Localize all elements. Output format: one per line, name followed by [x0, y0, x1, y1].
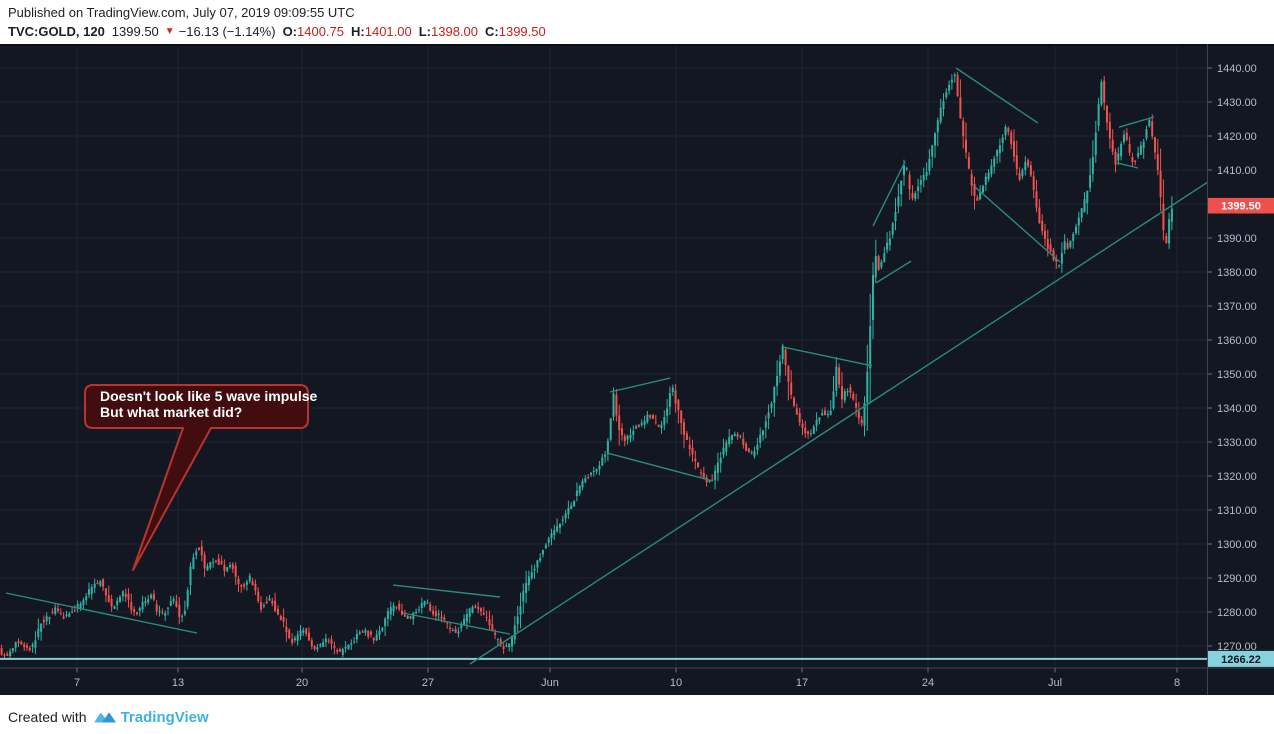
open-label: O:: [282, 24, 298, 39]
footer: Created with TradingView: [0, 700, 1274, 734]
low-value: 1398.00: [431, 24, 479, 39]
time-axis-label: 24: [922, 677, 934, 689]
price-axis-label: 1340.00: [1217, 403, 1257, 415]
trendline[interactable]: [974, 186, 1061, 263]
time-axis-label: Jul: [1048, 677, 1062, 689]
callout-annotation[interactable]: Doesn't look like 5 wave impulse But wha…: [84, 384, 318, 571]
price-chart-pane[interactable]: Doesn't look like 5 wave impulse But wha…: [0, 44, 1274, 695]
price-axis-label: 1440.00: [1217, 63, 1257, 75]
price-axis-label: 1410.00: [1217, 165, 1257, 177]
chart-background: [0, 44, 1274, 695]
trendline[interactable]: [606, 452, 714, 482]
trendline-drawings[interactable]: [5, 67, 1209, 665]
created-with-label: Created with: [8, 709, 87, 725]
down-triangle-icon: ▼: [164, 26, 175, 37]
price-axis-label: 1290.00: [1217, 573, 1257, 585]
header: Published on TradingView.com, July 07, 2…: [0, 0, 1274, 44]
chart-top-border: [0, 44, 1274, 46]
price-scale[interactable]: 1440.00 1430.00 1420.00 1410.00 1390.00 1380.…: [1207, 44, 1257, 695]
time-axis-label: 20: [296, 677, 308, 689]
time-axis-label: 13: [172, 677, 184, 689]
price-axis-label: 1280.00: [1217, 607, 1257, 619]
price-change: −16.13 (−1.14%): [178, 24, 276, 39]
time-axis-label: 17: [796, 677, 808, 689]
last-price-badge-text: 1399.50: [1221, 201, 1261, 213]
price-axis-label: 1320.00: [1217, 471, 1257, 483]
time-axis-label: 27: [422, 677, 434, 689]
level-price-badge: [1208, 650, 1274, 667]
callout-text-line1: Doesn't look like 5 wave impulse: [100, 388, 318, 404]
open-value: 1400.75: [297, 24, 345, 39]
price-axis-label: 1350.00: [1217, 369, 1257, 381]
time-scale[interactable]: 7 13 20 27 Jun 10 17 24 Jul 8: [0, 667, 1274, 695]
price-axis-label: 1420.00: [1217, 131, 1257, 143]
price-axis-label: 1380.00: [1217, 267, 1257, 279]
price-axis-label: 1370.00: [1217, 301, 1257, 313]
last-price-badge: [1208, 197, 1274, 214]
legend-last-price: 1399.50: [111, 24, 159, 39]
trendline[interactable]: [1116, 162, 1139, 169]
callout-text-line2: But what market did?: [100, 404, 242, 420]
trendline[interactable]: [955, 67, 1039, 124]
level-price-badge-text: 1266.22: [1221, 654, 1261, 666]
tradingview-logo-icon: [94, 712, 116, 723]
trendline[interactable]: [875, 260, 912, 284]
symbol-name: TVC:GOLD, 120: [8, 24, 105, 39]
trendline[interactable]: [782, 346, 873, 367]
trendline[interactable]: [402, 612, 511, 635]
price-axis-label: 1430.00: [1217, 97, 1257, 109]
candlesticks: [0, 72, 1173, 659]
price-axis-label: 1360.00: [1217, 335, 1257, 347]
time-axis-label: 8: [1174, 677, 1180, 689]
close-label: C:: [485, 24, 499, 39]
trendline[interactable]: [469, 181, 1209, 665]
trendline[interactable]: [872, 161, 906, 227]
price-axis-label: 1270.00: [1217, 641, 1257, 653]
price-axis-label: 1310.00: [1217, 505, 1257, 517]
published-line: Published on TradingView.com, July 07, 2…: [8, 5, 355, 20]
price-axis-label: 1330.00: [1217, 437, 1257, 449]
high-value: 1401.00: [364, 24, 412, 39]
time-axis-label: Jun: [541, 677, 559, 689]
price-badges: 1399.50 1266.22: [1208, 197, 1274, 667]
trendline[interactable]: [392, 584, 501, 598]
trendline[interactable]: [5, 592, 198, 634]
low-label: L:: [418, 24, 432, 39]
time-axis-label: 7: [74, 677, 80, 689]
trendline[interactable]: [1118, 116, 1155, 128]
price-axis-label: 1390.00: [1217, 233, 1257, 245]
high-label: H:: [351, 24, 365, 39]
trendline[interactable]: [609, 377, 671, 393]
symbol-legend: TVC:GOLD, 120 1399.50 ▼ −16.13 (−1.14%) …: [8, 22, 1274, 41]
price-axis-label: 1300.00: [1217, 539, 1257, 551]
callout-bubble[interactable]: [84, 384, 309, 571]
close-value: 1399.50: [498, 24, 546, 39]
tradingview-link[interactable]: TradingView: [120, 708, 209, 726]
time-axis-label: 10: [670, 677, 682, 689]
